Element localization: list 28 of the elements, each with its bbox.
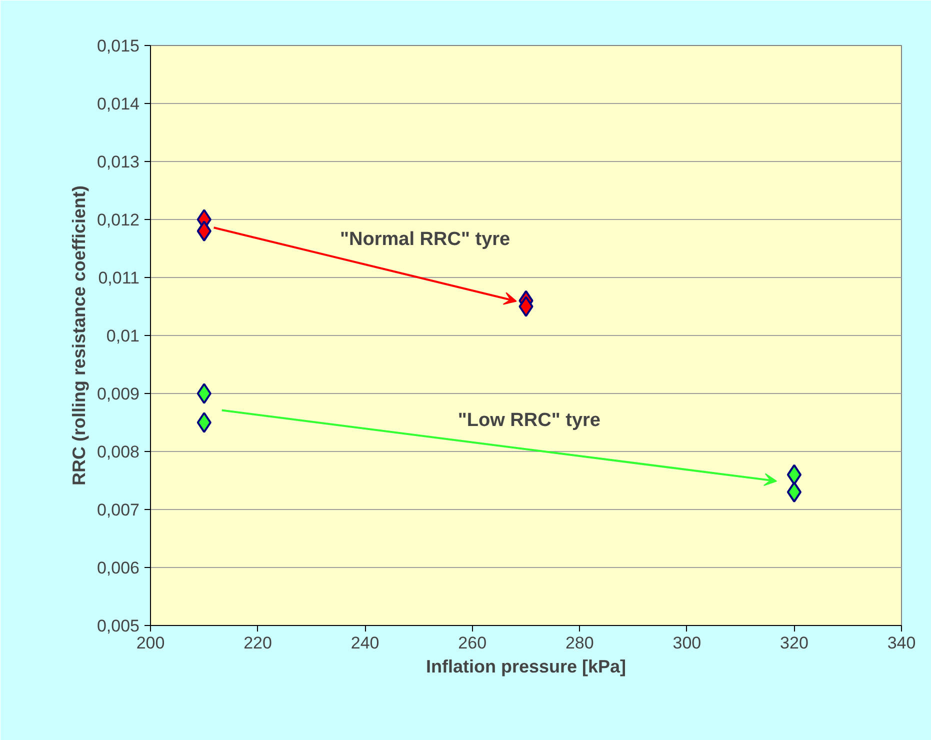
y-tick-label: 0,009 — [96, 384, 140, 404]
x-tick-label: 240 — [350, 634, 380, 652]
point — [196, 383, 212, 404]
point — [518, 296, 534, 317]
y-tick-label: 0,014 — [96, 94, 140, 114]
y-tick-label: 0,005 — [96, 616, 140, 636]
annotation: "Low RRC" tyre — [458, 410, 600, 432]
point — [786, 464, 802, 486]
x-tick-label: 280 — [565, 634, 594, 652]
y-tick-label: 0,006 — [96, 558, 140, 578]
x-axis-title: Inflation pressure [kPa] — [426, 656, 626, 676]
annotation: "Normal RRC" tyre — [340, 228, 510, 250]
y-tick-label: 0,01 — [106, 326, 140, 346]
y-tick-label: 0,013 — [96, 152, 140, 172]
x-tick-label: 340 — [887, 634, 916, 652]
point — [196, 412, 212, 433]
x-tick-label: 320 — [780, 634, 808, 652]
y-tick-label: 0,011 — [98, 268, 140, 288]
y-tick-label: 0,012 — [96, 210, 140, 230]
point — [786, 482, 802, 503]
x-tick-label: 220 — [244, 634, 272, 652]
x-tick-label: 260 — [458, 634, 487, 652]
y-tick-label: 0,008 — [96, 442, 140, 462]
y-tick-label: 0,015 — [96, 36, 140, 56]
x-tick-label: 300 — [672, 634, 702, 652]
x-tick-label: 200 — [136, 634, 165, 652]
y-axis-title: RRC (rolling resistance coefficient) — [68, 185, 89, 486]
y-tick-label: 0,007 — [96, 500, 140, 520]
